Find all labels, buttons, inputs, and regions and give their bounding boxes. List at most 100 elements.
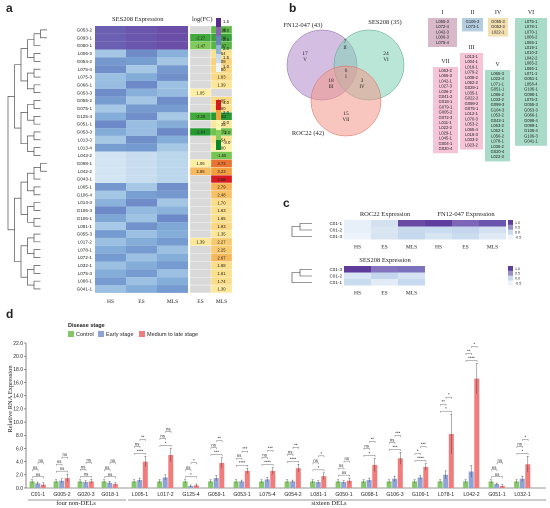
logfc-cell [189, 80, 212, 89]
heatmap-cell [452, 233, 479, 240]
scale-tick: 2.5 [223, 37, 230, 42]
bar [488, 481, 494, 488]
gene-box-item: L070-1 [525, 29, 538, 34]
gene-box-item: L066-1 [525, 66, 538, 71]
scale-swatch [508, 275, 513, 281]
gene-box-item: L042-1 [439, 78, 452, 83]
significance-bracket [185, 476, 197, 479]
venn-region-count: 15 [343, 111, 349, 117]
heatmap-row-label: C01-2 [329, 273, 342, 278]
significance-bracket [389, 442, 396, 444]
heatmap-cell [95, 183, 126, 191]
dendrogram-branch [27, 39, 34, 58]
heatmap-cell [157, 230, 188, 238]
scale-tick: 1.0 [515, 221, 520, 225]
gene-box-title: VI [528, 10, 534, 16]
logfc-cell [189, 269, 212, 278]
bar [341, 482, 347, 488]
heatmap-cell [157, 253, 188, 262]
gene-box-item: G055-3 [491, 19, 505, 24]
panel-a: a SES208 Expression log(FC) -1.90 -2.27 -2… [6, 1, 233, 305]
bar [233, 481, 239, 488]
heatmap-cell [398, 220, 425, 227]
heatmap-cell [157, 285, 188, 293]
heatmap-cell [126, 33, 157, 42]
heatmap-cell [126, 26, 157, 34]
x-tick-label: G051-1 [488, 492, 505, 498]
bar [443, 474, 449, 488]
venn-region-count: 17 [302, 51, 308, 57]
venn-region-label: II [343, 46, 347, 51]
significance-label: ns [313, 458, 318, 463]
gene-box-item: L072-4 [436, 24, 449, 29]
significance-bracket [471, 346, 478, 348]
venn-circle-roc22 [310, 65, 382, 137]
bar [474, 378, 480, 488]
heatmap-row-label: L042-2 [78, 169, 93, 174]
significance-bracket [445, 397, 452, 399]
dendrogram-branch [33, 249, 41, 258]
logfc-cell [189, 135, 212, 144]
heatmap-cell [157, 88, 188, 97]
significance-label: ns [108, 472, 113, 477]
logfc-cell [189, 72, 212, 82]
significance-label: * [318, 465, 320, 470]
scale-tick: 0.5 [515, 272, 520, 276]
logfc-value: -1.47 [196, 43, 206, 48]
significance-label: ns [262, 453, 267, 458]
significance-bracket [165, 431, 172, 433]
gene-box-item: L071-1 [491, 81, 504, 86]
significance-label: **** [290, 456, 297, 461]
dendrogram-branch [14, 197, 21, 262]
heatmap-cell [157, 73, 188, 81]
logfc-cell [189, 214, 212, 223]
heatmap-cell [95, 57, 126, 66]
heatmap-cell [95, 237, 126, 246]
significance-bracket [32, 476, 44, 479]
significance-label: ns [342, 470, 347, 475]
dendrogram-branch [33, 147, 41, 156]
dendrogram-branch [33, 100, 41, 109]
venn-region-label: VI [383, 58, 389, 63]
gene-box-item: L071-1 [525, 71, 538, 76]
legend-label: Control [76, 332, 94, 338]
heatmap-cell [126, 65, 157, 74]
gene-box-item: L036-2 [439, 89, 452, 94]
bar [448, 433, 454, 488]
logfc-cell [189, 198, 212, 207]
logfc-value: -2.62 [217, 114, 227, 119]
dendrogram-branch [33, 53, 41, 62]
gene-box-item: L065-3 [439, 73, 452, 78]
gene-box-item: L065-4 [465, 127, 478, 132]
scale-tick: -2.0 [223, 130, 231, 135]
y-tick-label: 10.0 [13, 420, 23, 426]
heatmap-col-label: ES [138, 299, 144, 305]
significance-label: ns [237, 453, 242, 458]
gene-box-item: L070-3 [465, 116, 478, 121]
venn-region-count: 3 [361, 78, 364, 84]
heatmap-cell [371, 266, 398, 273]
heatmap-row-label: G051-1 [77, 122, 93, 127]
bar-chart: nsnsnsC01-1nsnsnsG005-2nsnsnsG020-3nsnsn… [28, 341, 546, 501]
scale-swatch [508, 266, 513, 271]
heatmap-row-label: G106-4 [77, 192, 93, 197]
heatmap-cell [157, 33, 188, 42]
gene-box [515, 18, 547, 146]
gene-box-item: L079-2 [465, 70, 478, 75]
gene-box-item: G075-1 [465, 106, 479, 111]
significance-bracket [134, 446, 141, 448]
logfc-title: log(FC) [192, 16, 213, 23]
heatmap-cell [126, 183, 157, 191]
heatmap-cell [344, 279, 371, 286]
heatmap-cell [126, 198, 157, 207]
significance-label: * [473, 341, 475, 346]
heatmap-cell [126, 159, 157, 168]
significance-label: ns [160, 433, 165, 438]
heatmap-row-label: L081-1 [78, 224, 93, 229]
logfc-value: 1.90 [217, 67, 226, 72]
logfc-cell [189, 182, 212, 191]
gene-box-item: L078-1 [525, 24, 538, 29]
legend-label: Medium to late stage [147, 332, 198, 338]
bar [101, 481, 107, 488]
x-tick-label: G050-1 [335, 492, 352, 498]
